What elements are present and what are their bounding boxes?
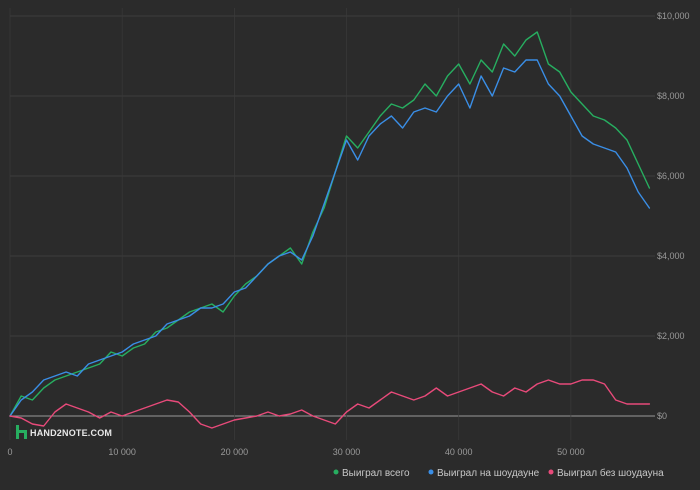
logo-icon — [16, 425, 27, 439]
legend-marker-1 — [428, 469, 434, 475]
y-tick-label-1: $2,000 — [657, 331, 685, 341]
series-layer — [9, 31, 651, 429]
legend-item-0[interactable]: Выиграл всего — [333, 468, 411, 479]
legend: Выиграл всего Выиграл на шоудауне Выиграл … — [333, 467, 665, 479]
series-line-1 — [9, 59, 651, 417]
x-tick-label-0: 0 — [7, 447, 12, 457]
y-axis-ticks: $0 $2,000 $4,000 $6,000 $8,000 $10,000 — [657, 11, 690, 421]
legend-item-2[interactable]: Выиграл без шоудауна — [548, 467, 665, 479]
legend-label-0: Выиграл всего — [342, 468, 410, 479]
logo[interactable]: HAND2NOTE.COM — [16, 425, 112, 439]
series-line-2 — [9, 379, 651, 429]
legend-item-1[interactable]: Выиграл на шоудауне — [428, 468, 540, 479]
y-tick-label-0: $0 — [657, 411, 667, 421]
legend-marker-0 — [333, 469, 339, 475]
legend-label-1: Выиграл на шоудауне — [437, 468, 540, 479]
x-axis-ticks: 0 10 000 20 000 30 000 40 000 50 000 — [7, 447, 584, 457]
y-tick-label-4: $8,000 — [657, 91, 685, 101]
x-tick-label-2: 20 000 — [221, 447, 249, 457]
legend-marker-2 — [548, 469, 554, 475]
x-tick-label-4: 40 000 — [445, 447, 473, 457]
legend-label-2: Выиграл без шоудауна — [557, 467, 664, 479]
x-tick-label-3: 30 000 — [333, 447, 361, 457]
x-tick-label-1: 10 000 — [108, 447, 136, 457]
x-tick-label-5: 50 000 — [557, 447, 585, 457]
logo-text: HAND2NOTE.COM — [30, 428, 112, 438]
y-tick-label-5: $10,000 — [657, 11, 690, 21]
y-tick-label-2: $4,000 — [657, 251, 685, 261]
grid — [9, 8, 655, 440]
y-tick-label-3: $6,000 — [657, 171, 685, 181]
